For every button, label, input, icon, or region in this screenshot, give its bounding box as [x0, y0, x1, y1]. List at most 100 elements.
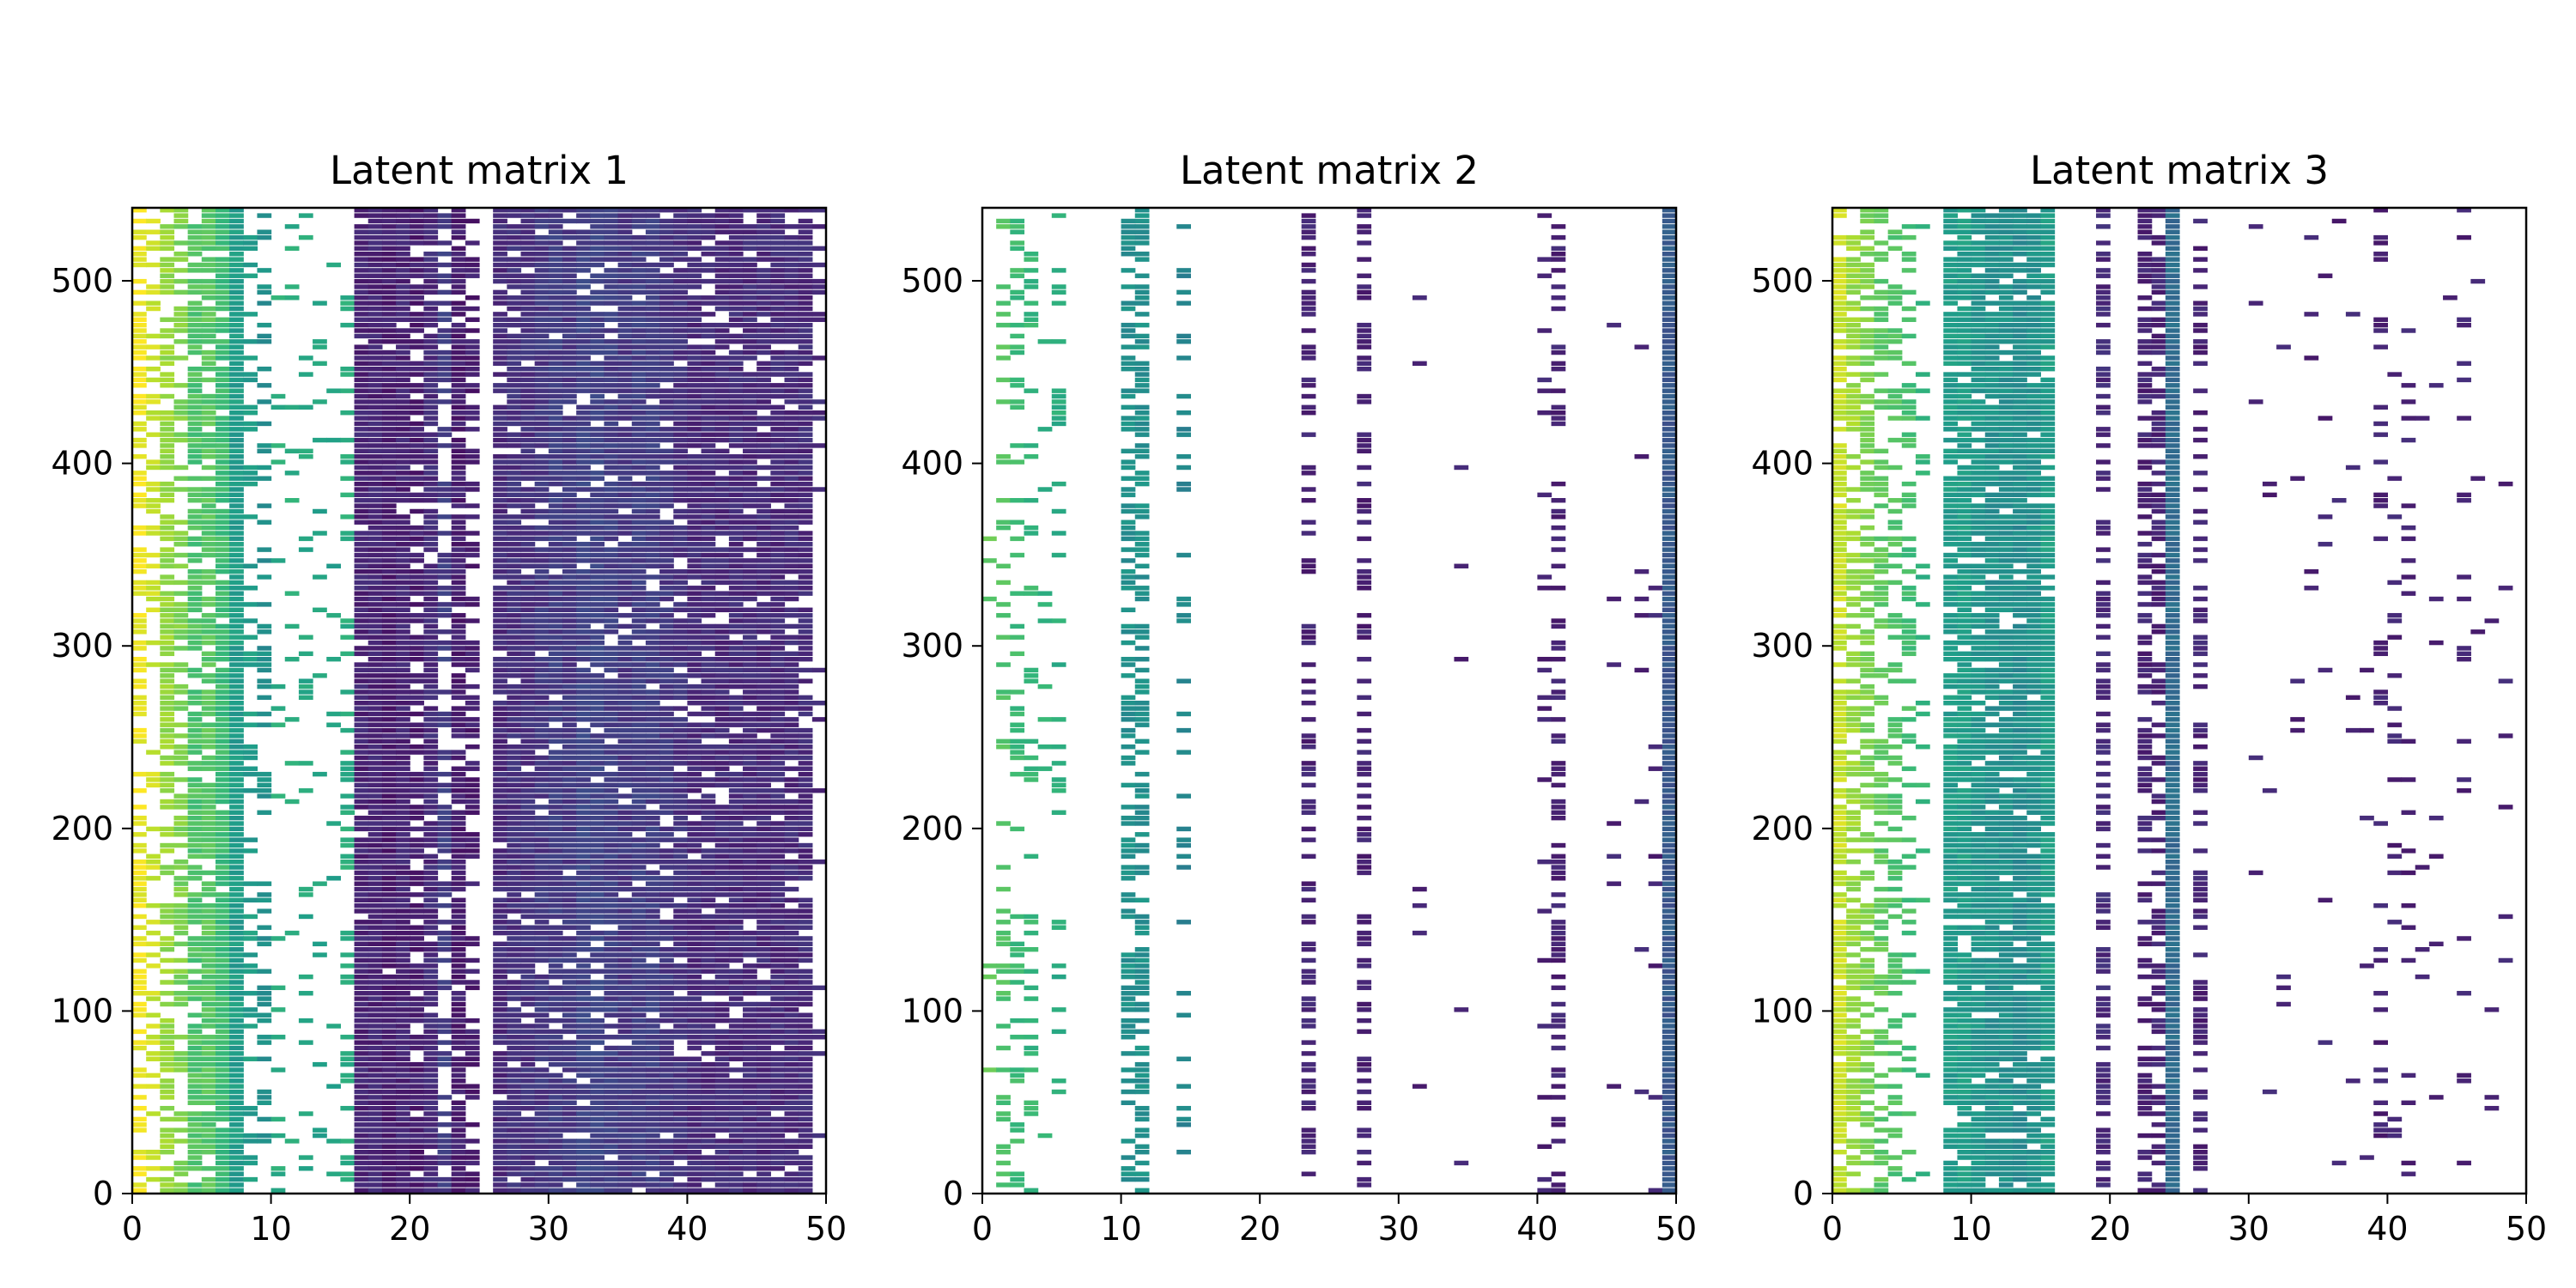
- heatmap-cell: [229, 234, 244, 240]
- heatmap-cell: [284, 1139, 300, 1144]
- heatmap-cell: [562, 1095, 577, 1100]
- heatmap-cell: [160, 531, 175, 536]
- heatmap-cell: [673, 673, 688, 678]
- heatmap-cell: [617, 1007, 633, 1012]
- heatmap-cell: [437, 586, 453, 591]
- heatmap-cell: [451, 733, 466, 738]
- heatmap-cell: [520, 1095, 536, 1100]
- heatmap-cell: [659, 234, 674, 240]
- heatmap-cell: [381, 859, 397, 865]
- heatmap-cell: [534, 476, 550, 481]
- heatmap-cell: [298, 355, 313, 361]
- heatmap-cell: [396, 393, 410, 399]
- heatmap-cell: [423, 563, 439, 568]
- heatmap-cell: [146, 865, 161, 870]
- heatmap-cell: [673, 952, 688, 957]
- heatmap-cell: [396, 498, 410, 503]
- heatmap-cell: [437, 629, 453, 635]
- heatmap-cell: [215, 881, 230, 886]
- heatmap-cell: [520, 278, 536, 284]
- heatmap-cell: [604, 1171, 619, 1176]
- heatmap-cell: [465, 339, 480, 344]
- heatmap-cell: [437, 1051, 453, 1056]
- heatmap-cell: [396, 1067, 410, 1072]
- heatmap-cell: [617, 832, 633, 837]
- heatmap-cell: [673, 591, 688, 596]
- heatmap-cell: [354, 821, 369, 826]
- heatmap-cell: [451, 936, 466, 941]
- heatmap-cell: [520, 580, 536, 586]
- heatmap-cell: [187, 536, 203, 542]
- heatmap-cell: [534, 208, 550, 213]
- heatmap-cell: [617, 717, 633, 722]
- heatmap-cell: [534, 1155, 550, 1160]
- heatmap-cell: [507, 733, 522, 738]
- heatmap-cell: [604, 558, 619, 563]
- heatmap-cell: [562, 454, 577, 459]
- heatmap-cell: [381, 876, 397, 881]
- heatmap-cell: [562, 646, 577, 651]
- heatmap-cell: [160, 782, 175, 788]
- heatmap-cell: [146, 344, 161, 349]
- heatmap-cell: [520, 421, 536, 427]
- heatmap-cell: [410, 1078, 424, 1084]
- heatmap-cell: [354, 333, 369, 339]
- heatmap-cell: [173, 432, 189, 437]
- heatmap-cell: [548, 870, 563, 876]
- heatmap-cell: [340, 826, 355, 832]
- heatmap-cell: [368, 755, 383, 761]
- heatmap-cell: [673, 607, 688, 612]
- heatmap-cell: [548, 218, 563, 224]
- heatmap-cell: [354, 465, 369, 471]
- heatmap-cell: [437, 399, 453, 404]
- heatmap-cell: [396, 234, 410, 240]
- heatmap-cell: [659, 991, 674, 996]
- heatmap-cell: [354, 963, 369, 969]
- heatmap-cell: [548, 1127, 563, 1133]
- heatmap-cell: [673, 683, 688, 690]
- heatmap-cell: [437, 333, 453, 339]
- heatmap-cell: [257, 991, 272, 996]
- heatmap-cell: [520, 848, 536, 854]
- heatmap-cell: [507, 536, 522, 542]
- heatmap-cell: [423, 1029, 439, 1035]
- heatmap-cell: [534, 1012, 550, 1018]
- heatmap-cell: [562, 662, 577, 667]
- heatmap-cell: [201, 498, 216, 503]
- heatmap-cell: [451, 865, 466, 870]
- heatmap-cell: [659, 1127, 674, 1133]
- heatmap-cell: [631, 991, 647, 996]
- heatmap-cell: [368, 355, 383, 361]
- heatmap-cell: [590, 519, 605, 525]
- heatmap-cell: [617, 1012, 633, 1018]
- heatmap-cell: [146, 854, 161, 859]
- heatmap-cell: [381, 224, 397, 229]
- heatmap-cell: [645, 1056, 660, 1061]
- heatmap-cell: [451, 925, 466, 930]
- heatmap-cell: [368, 706, 383, 711]
- heatmap-cell: [451, 568, 466, 574]
- heatmap-cell: [396, 771, 410, 777]
- heatmap-cell: [562, 651, 577, 657]
- heatmap-cell: [437, 771, 453, 777]
- heatmap-cell: [659, 1001, 674, 1007]
- heatmap-cell: [562, 1012, 577, 1018]
- heatmap-cell: [187, 1040, 203, 1045]
- heatmap-cell: [381, 519, 397, 525]
- heatmap-cell: [465, 1139, 480, 1144]
- heatmap-cell: [215, 229, 230, 234]
- heatmap-cell: [507, 399, 522, 404]
- heatmap-cell: [215, 690, 230, 695]
- heatmap-cell: [229, 799, 244, 805]
- heatmap-cell: [160, 629, 175, 635]
- heatmap-cell: [604, 865, 619, 870]
- heatmap-cell: [562, 574, 577, 580]
- heatmap-cell: [493, 1176, 507, 1182]
- heatmap-cell: [645, 722, 660, 727]
- heatmap-cell: [381, 443, 397, 448]
- heatmap-cell: [410, 328, 424, 333]
- heatmap-cell: [173, 744, 189, 750]
- heatmap-cell: [451, 755, 466, 761]
- heatmap-cell: [604, 1095, 619, 1100]
- heatmap-cell: [659, 996, 674, 1001]
